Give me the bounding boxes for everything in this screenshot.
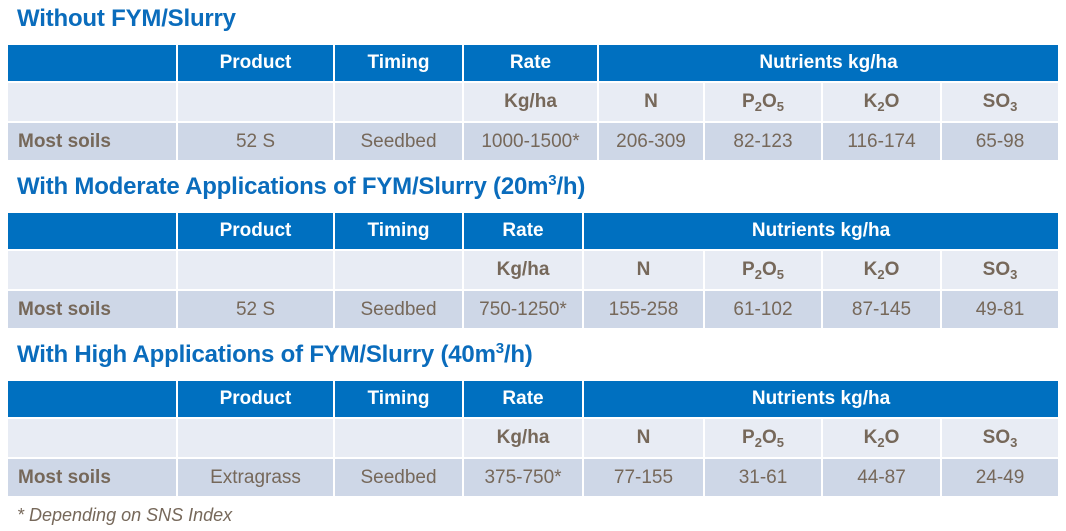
unit-p2o5: P2O5 bbox=[703, 249, 823, 291]
units-blank bbox=[176, 249, 335, 291]
cell-product: 52 S bbox=[176, 121, 335, 162]
header-nutrients: Nutrients kg/ha bbox=[582, 211, 1060, 251]
cell-product: Extragrass bbox=[176, 457, 335, 498]
cell-timing: Seedbed bbox=[333, 457, 464, 498]
cell-timing: Seedbed bbox=[333, 121, 464, 162]
unit-p2o5: P2O5 bbox=[703, 81, 823, 123]
nutrient-table: Product Timing Rate Nutrients kg/ha Kg/h… bbox=[6, 379, 1060, 498]
header-rate: Rate bbox=[462, 379, 584, 419]
header-nutrients: Nutrients kg/ha bbox=[582, 379, 1060, 419]
cell-n: 77-155 bbox=[582, 457, 705, 498]
section-title: Without FYM/Slurry bbox=[17, 5, 236, 32]
cell-k2o: 87-145 bbox=[821, 289, 942, 330]
unit-n: N bbox=[597, 81, 705, 123]
footnote: * Depending on SNS Index bbox=[17, 505, 233, 525]
header-nutrients: Nutrients kg/ha bbox=[597, 43, 1060, 83]
units-blank bbox=[176, 81, 335, 123]
cell-timing: Seedbed bbox=[333, 289, 464, 330]
section-title: With Moderate Applications of FYM/Slurry… bbox=[17, 172, 586, 200]
cell-p2o5: 82-123 bbox=[703, 121, 823, 162]
unit-k2o: K2O bbox=[821, 417, 942, 459]
unit-so3: SO3 bbox=[940, 81, 1060, 123]
cell-k2o: 116-174 bbox=[821, 121, 942, 162]
units-blank bbox=[6, 249, 178, 291]
cell-so3: 49-81 bbox=[940, 289, 1060, 330]
row-label: Most soils bbox=[6, 121, 178, 162]
header-blank bbox=[6, 43, 178, 83]
header-timing: Timing bbox=[333, 379, 464, 419]
row-label: Most soils bbox=[6, 289, 178, 330]
units-row: Kg/ha N P2O5 K2O SO3 bbox=[6, 249, 1060, 291]
units-blank bbox=[333, 417, 464, 459]
unit-p2o5: P2O5 bbox=[703, 417, 823, 459]
nutrient-table: Product Timing Rate Nutrients kg/ha Kg/h… bbox=[6, 211, 1060, 330]
cell-rate: 375-750* bbox=[462, 457, 584, 498]
unit-k2o: K2O bbox=[821, 249, 942, 291]
table-row: Most soils 52 S Seedbed 750-1250* 155-25… bbox=[6, 289, 1060, 330]
header-row: Product Timing Rate Nutrients kg/ha bbox=[6, 211, 1060, 251]
header-row: Product Timing Rate Nutrients kg/ha bbox=[6, 379, 1060, 419]
unit-k2o: K2O bbox=[821, 81, 942, 123]
header-row: Product Timing Rate Nutrients kg/ha bbox=[6, 43, 1060, 83]
unit-n: N bbox=[582, 249, 705, 291]
cell-k2o: 44-87 bbox=[821, 457, 942, 498]
unit-n: N bbox=[582, 417, 705, 459]
header-rate: Rate bbox=[462, 43, 599, 83]
unit-rate: Kg/ha bbox=[462, 249, 584, 291]
header-product: Product bbox=[176, 211, 335, 251]
cell-so3: 24-49 bbox=[940, 457, 1060, 498]
cell-rate: 1000-1500* bbox=[462, 121, 599, 162]
header-blank bbox=[6, 211, 178, 251]
units-row: Kg/ha N P2O5 K2O SO3 bbox=[6, 417, 1060, 459]
header-rate: Rate bbox=[462, 211, 584, 251]
header-blank bbox=[6, 379, 178, 419]
header-timing: Timing bbox=[333, 211, 464, 251]
table-row: Most soils Extragrass Seedbed 375-750* 7… bbox=[6, 457, 1060, 498]
cell-p2o5: 61-102 bbox=[703, 289, 823, 330]
section-title: With High Applications of FYM/Slurry (40… bbox=[17, 340, 533, 368]
nutrient-table: Product Timing Rate Nutrients kg/ha Kg/h… bbox=[6, 43, 1060, 162]
cell-rate: 750-1250* bbox=[462, 289, 584, 330]
cell-n: 206-309 bbox=[597, 121, 705, 162]
header-product: Product bbox=[176, 379, 335, 419]
units-blank bbox=[6, 417, 178, 459]
unit-so3: SO3 bbox=[940, 249, 1060, 291]
unit-rate: Kg/ha bbox=[462, 81, 599, 123]
header-timing: Timing bbox=[333, 43, 464, 83]
units-blank bbox=[176, 417, 335, 459]
row-label: Most soils bbox=[6, 457, 178, 498]
table-row: Most soils 52 S Seedbed 1000-1500* 206-3… bbox=[6, 121, 1060, 162]
units-blank bbox=[333, 81, 464, 123]
unit-so3: SO3 bbox=[940, 417, 1060, 459]
header-product: Product bbox=[176, 43, 335, 83]
cell-n: 155-258 bbox=[582, 289, 705, 330]
unit-rate: Kg/ha bbox=[462, 417, 584, 459]
cell-p2o5: 31-61 bbox=[703, 457, 823, 498]
cell-so3: 65-98 bbox=[940, 121, 1060, 162]
cell-product: 52 S bbox=[176, 289, 335, 330]
units-blank bbox=[333, 249, 464, 291]
units-row: Kg/ha N P2O5 K2O SO3 bbox=[6, 81, 1060, 123]
units-blank bbox=[6, 81, 178, 123]
